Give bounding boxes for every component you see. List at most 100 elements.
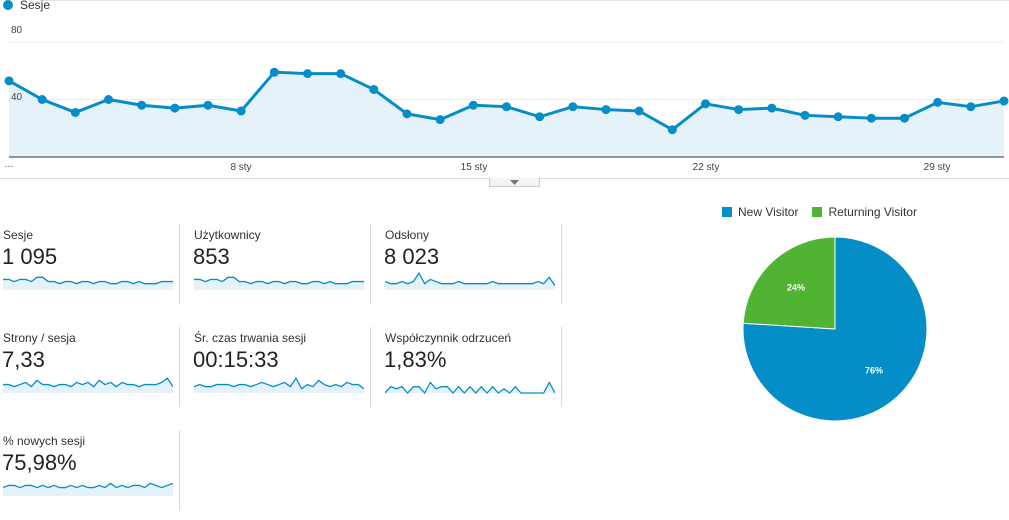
sessions-line-chart[interactable] xyxy=(0,0,1009,180)
expand-chart-button[interactable] xyxy=(489,178,540,187)
metric-sparkline xyxy=(194,276,364,290)
metric-sessions[interactable]: Sesje 1 095 xyxy=(0,224,180,314)
chevron-down-icon xyxy=(510,179,519,185)
data-point[interactable] xyxy=(203,100,213,110)
sparkline-line xyxy=(3,276,173,285)
data-point[interactable] xyxy=(468,100,478,110)
sparkline-line xyxy=(385,271,555,287)
sparkline-area xyxy=(194,378,364,393)
metric-label: Odsłony xyxy=(385,228,430,242)
series-area xyxy=(9,72,1004,157)
visitor-type-pie-chart[interactable]: 76% 24% xyxy=(740,236,930,426)
metric-sparkline xyxy=(385,271,555,290)
data-point[interactable] xyxy=(900,113,909,123)
legend-swatch-icon xyxy=(812,207,823,217)
data-point[interactable] xyxy=(568,102,578,112)
metric-value: 8 023 xyxy=(384,244,440,269)
sparkline-line xyxy=(194,276,364,285)
metric-sparkline xyxy=(194,376,364,393)
pie-legend-label: New Visitor xyxy=(738,205,799,219)
metric-label: Śr. czas trwania sesji xyxy=(194,331,307,345)
data-point[interactable] xyxy=(37,95,47,104)
data-point[interactable] xyxy=(966,102,976,112)
sparkline-area xyxy=(3,378,173,393)
data-point[interactable] xyxy=(336,69,346,79)
pie-legend-label: Returning Visitor xyxy=(828,205,917,219)
pie-legend: New Visitor Returning Visitor xyxy=(722,205,931,219)
sparkline-area xyxy=(385,382,555,393)
data-point[interactable] xyxy=(866,113,876,123)
x-start-label: … xyxy=(4,159,14,170)
metric-value: 75,98% xyxy=(2,450,77,475)
metric-label: Współczynnik odrzuceń xyxy=(385,331,512,345)
metric-value: 7,33 xyxy=(2,347,45,372)
data-point[interactable] xyxy=(701,99,710,109)
sparkline-area xyxy=(194,277,364,290)
sparkline-line xyxy=(3,482,173,489)
metric-sparkline xyxy=(385,381,555,395)
data-point[interactable] xyxy=(634,106,644,116)
data-point[interactable] xyxy=(137,100,147,110)
metric-value: 1 095 xyxy=(2,244,58,269)
metric-divider xyxy=(179,327,180,407)
metric-value: 00:15:33 xyxy=(193,347,279,372)
y-tick-80: 80 xyxy=(11,25,23,36)
metric-label: % nowych sesji xyxy=(3,434,86,448)
metric-divider xyxy=(561,327,562,407)
data-point[interactable] xyxy=(933,97,943,107)
legend-swatch-icon xyxy=(722,207,732,217)
metric-divider xyxy=(179,430,180,510)
pie-legend-new-visitor[interactable]: New Visitor xyxy=(722,205,798,219)
metric-avg-session-duration[interactable]: Śr. czas trwania sesji 00:15:33 xyxy=(191,327,371,417)
metric-label: Użytkownicy xyxy=(194,228,261,242)
data-point[interactable] xyxy=(767,103,777,113)
x-label-15: 15 sty xyxy=(460,162,488,173)
metric-users[interactable]: Użytkownicy 853 xyxy=(191,224,371,314)
metric-value: 853 xyxy=(193,244,230,269)
pie-slice-returning-visitor[interactable] xyxy=(742,236,836,330)
data-point[interactable] xyxy=(800,110,810,120)
data-point[interactable] xyxy=(104,95,113,104)
metric-sparkline xyxy=(3,276,173,290)
x-label-22: 22 sty xyxy=(692,162,720,173)
data-point[interactable] xyxy=(369,84,379,94)
legend-dot-icon xyxy=(3,0,13,10)
data-point[interactable] xyxy=(170,103,180,113)
sparkline-area xyxy=(3,277,173,290)
pie-legend-returning-visitor[interactable]: Returning Visitor xyxy=(812,205,917,219)
metric-new-sessions[interactable]: % nowych sesji 75,98% xyxy=(0,430,180,520)
pie-slice-label: 24% xyxy=(787,282,805,292)
metric-pageviews[interactable]: Odsłony 8 023 xyxy=(382,224,562,314)
top-divider xyxy=(40,0,1009,1)
metric-value: 1,83% xyxy=(384,347,447,372)
data-point[interactable] xyxy=(303,69,312,79)
sparkline-area xyxy=(385,273,555,290)
metric-sparkline xyxy=(3,377,173,393)
metric-pages-per-session[interactable]: Strony / sesja 7,33 xyxy=(0,327,180,417)
data-point[interactable] xyxy=(601,105,611,115)
pie-slice-label: 76% xyxy=(865,366,883,376)
data-point[interactable] xyxy=(999,96,1009,106)
x-label-29: 29 sty xyxy=(923,162,951,173)
data-point[interactable] xyxy=(70,107,80,117)
metric-divider xyxy=(370,224,371,304)
metric-divider xyxy=(370,327,371,407)
data-point[interactable] xyxy=(269,67,279,77)
data-point[interactable] xyxy=(435,115,445,125)
data-point[interactable] xyxy=(667,125,677,135)
sparkline-line xyxy=(3,377,173,388)
data-point[interactable] xyxy=(833,112,843,122)
main-chart-legend: Sesje xyxy=(3,0,50,13)
data-point[interactable] xyxy=(236,106,246,116)
y-tick-40: 40 xyxy=(11,92,23,103)
sparkline-line xyxy=(385,381,555,395)
metric-sparkline xyxy=(3,482,173,496)
data-point[interactable] xyxy=(402,109,412,119)
data-point[interactable] xyxy=(535,112,545,122)
data-point[interactable] xyxy=(502,102,511,112)
sparkline-line xyxy=(194,376,364,390)
data-point[interactable] xyxy=(734,105,744,115)
data-point[interactable] xyxy=(4,76,14,86)
metric-label: Sesje xyxy=(3,228,34,242)
metric-bounce-rate[interactable]: Współczynnik odrzuceń 1,83% xyxy=(382,327,562,417)
